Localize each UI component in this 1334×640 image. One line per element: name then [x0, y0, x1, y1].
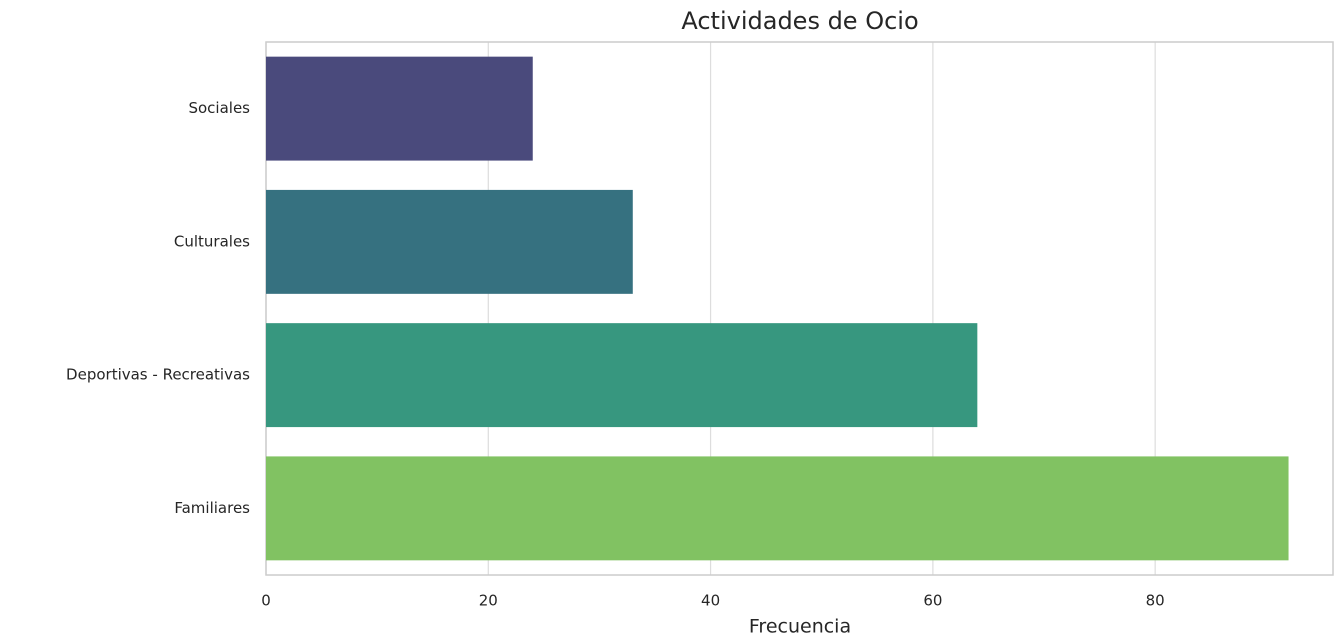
bar: [266, 323, 978, 428]
x-tick-label: 20: [479, 592, 498, 610]
y-tick-label: Culturales: [174, 232, 250, 250]
plot-frame: [265, 41, 1334, 576]
x-tick-label: 0: [261, 592, 271, 610]
bar: [266, 456, 1289, 561]
chart-title: Actividades de Ocio: [681, 7, 918, 35]
x-tick-label: 80: [1146, 592, 1165, 610]
y-tick-label: Sociales: [188, 99, 250, 117]
x-tick-label: 60: [923, 592, 942, 610]
x-axis-label: Frecuencia: [749, 616, 851, 638]
bar: [266, 56, 533, 161]
x-tick-label: 40: [701, 592, 720, 610]
y-tick-label: Deportivas - Recreativas: [66, 366, 250, 384]
y-tick-label: Familiares: [174, 499, 250, 517]
bar: [266, 189, 633, 294]
